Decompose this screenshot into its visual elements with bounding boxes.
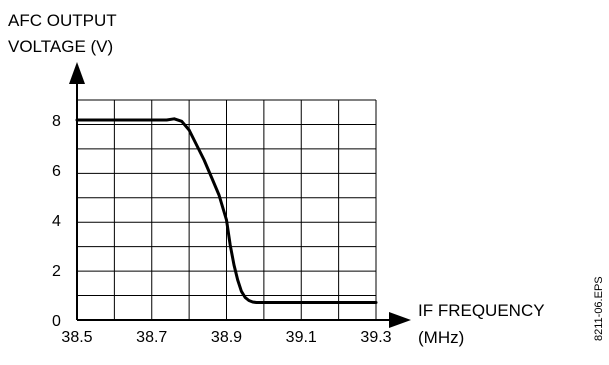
x-tick-label: 39.1	[286, 329, 317, 346]
y-axis-label-line-2: VOLTAGE (V)	[8, 37, 113, 56]
x-tick-label: 38.5	[61, 329, 92, 346]
afc-voltage-curve	[75, 117, 378, 304]
y-axis-arrowhead	[69, 62, 85, 84]
x-tick-label: 38.7	[136, 329, 167, 346]
y-tick-label: 8	[52, 113, 61, 130]
y-tick-label: 4	[52, 213, 61, 230]
y-tick-label: 2	[52, 263, 61, 280]
figure-id-label: 8211-06.EPS	[593, 276, 605, 341]
y-tick-label: 6	[52, 163, 61, 180]
y-tick-label: 0	[52, 313, 61, 330]
chart-grid	[77, 99, 377, 320]
y-tick-labels: 0 2 4 6 8	[52, 113, 61, 330]
x-tick-labels: 38.5 38.7 38.9 39.1 39.3	[61, 329, 391, 346]
y-axis-label-line-1: AFC OUTPUT	[8, 11, 117, 30]
x-axis-label-line-2: (MHz)	[418, 328, 464, 347]
data-series	[75, 117, 378, 304]
x-axis-arrowhead	[389, 312, 411, 328]
x-tick-label: 38.9	[211, 329, 242, 346]
x-tick-label: 39.3	[360, 329, 391, 346]
x-axis-label-line-1: IF FREQUENCY	[418, 301, 545, 320]
chart-axes	[69, 62, 411, 328]
